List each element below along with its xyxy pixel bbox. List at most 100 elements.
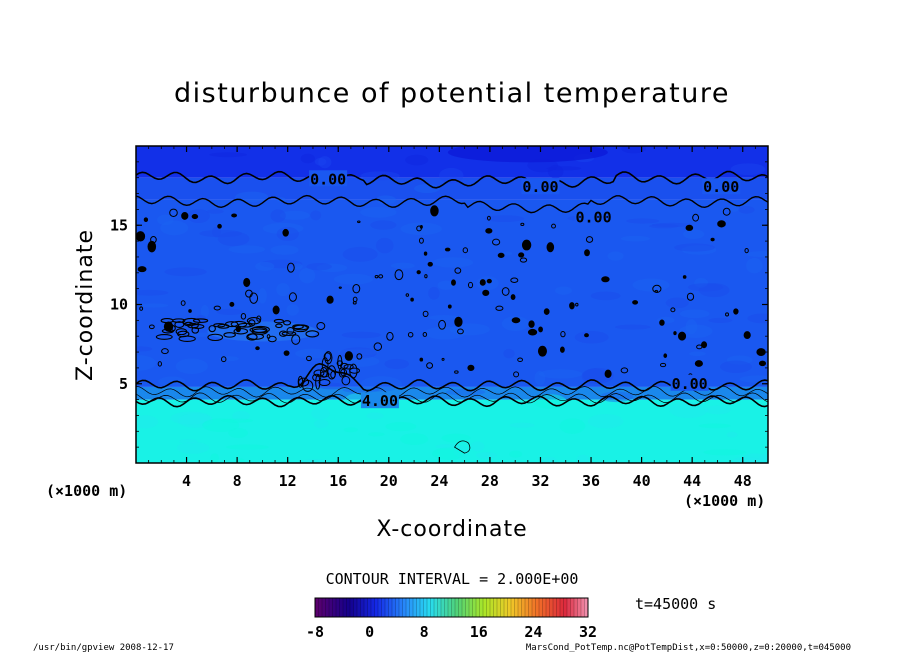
contour-loop	[320, 367, 328, 378]
contour-loop	[543, 308, 550, 315]
colorbar-cell	[500, 598, 505, 617]
contour-loop	[537, 345, 547, 357]
time-label: t=45000 s	[635, 595, 716, 613]
contour-loop	[207, 333, 224, 342]
colorbar-cell	[542, 598, 547, 617]
texture-blob	[447, 146, 608, 163]
colorbar-cell	[423, 598, 428, 617]
texture-blob	[164, 267, 207, 277]
texture-blob	[745, 251, 768, 258]
texture-blob	[209, 152, 247, 158]
contour-loop	[231, 213, 238, 218]
contour-loop	[491, 238, 501, 246]
contour-lines	[136, 170, 768, 454]
texture-blob	[476, 452, 497, 459]
contour-loop	[349, 363, 358, 379]
colorbar-cell	[511, 598, 515, 617]
texture-blob	[187, 209, 210, 223]
texture-blob	[689, 351, 706, 357]
texture-blob	[136, 415, 159, 429]
texture-blob	[276, 282, 290, 297]
texture-blob	[314, 157, 327, 166]
colorbar-cell	[360, 598, 365, 617]
texture-blob	[679, 309, 710, 319]
contour-loop	[137, 266, 147, 273]
contour-loop	[663, 353, 668, 358]
colorbar-tick-label: 32	[579, 623, 597, 641]
texture-blob	[232, 411, 251, 421]
contour-line	[136, 385, 768, 398]
texture-blob	[206, 209, 224, 214]
texture-blob	[620, 235, 650, 242]
contour-loop	[584, 333, 589, 338]
contour-loop	[306, 355, 312, 362]
contour-loop	[224, 321, 239, 328]
contour-loop	[165, 324, 176, 333]
colorbar-cell	[567, 598, 571, 617]
contour-loop	[441, 357, 445, 361]
texture-blob	[615, 324, 651, 330]
texture-blob	[299, 267, 316, 284]
contour-loop	[756, 348, 766, 356]
contour-loop	[486, 215, 491, 221]
contour-loop	[758, 360, 767, 367]
colorbar-cell	[406, 598, 410, 617]
contour-label: 0.00	[703, 178, 739, 196]
contour-loop	[281, 331, 297, 336]
contour-loop	[527, 328, 538, 336]
contour-loop	[287, 262, 295, 273]
contour-loop	[677, 331, 687, 341]
contour-loop	[292, 324, 310, 331]
colorbar-cell	[553, 598, 557, 617]
contour-loop	[266, 334, 271, 339]
contour-loop	[407, 332, 414, 338]
contour-loop	[312, 373, 322, 382]
texture-blob	[665, 297, 689, 309]
texture-blob	[255, 261, 275, 271]
contour-loop	[682, 275, 687, 279]
contour-loop	[344, 351, 354, 361]
texture-blob	[423, 326, 466, 340]
contour-loop	[302, 379, 314, 392]
x-tick-label: 4	[182, 472, 191, 490]
texture-blob	[683, 229, 705, 239]
contour-loop	[191, 326, 200, 334]
texture-blob	[405, 154, 429, 166]
contour-loop	[422, 310, 429, 317]
texture-blob	[293, 263, 303, 270]
texture-blob	[503, 348, 515, 359]
y-tick-label: 15	[110, 216, 128, 234]
texture-blob	[228, 427, 248, 439]
contour-loop	[743, 331, 751, 340]
contour-loop	[275, 323, 283, 329]
texture-blob	[732, 457, 761, 463]
texture-blob	[484, 215, 525, 222]
colorbar-cell	[570, 598, 575, 617]
texture-blob	[341, 331, 382, 339]
colorbar-cell	[346, 598, 351, 617]
colorbar-cell	[469, 598, 473, 617]
contour-loop	[673, 331, 677, 336]
texture-blob	[599, 391, 634, 403]
texture-blob	[217, 231, 250, 247]
contour-loop	[237, 322, 253, 328]
texture-blob	[590, 291, 621, 301]
contour-loop	[230, 320, 248, 328]
colorbar-tick-label: 16	[470, 623, 488, 641]
texture-blob	[439, 167, 464, 184]
y-tick-label: 10	[110, 296, 128, 314]
contour-loop	[150, 236, 157, 244]
contour-loop	[157, 361, 162, 367]
contour-label-bg	[702, 178, 741, 195]
texture-blob	[704, 405, 732, 415]
colorbar-cell	[497, 598, 501, 617]
colorbar-cell	[525, 598, 529, 617]
colorbar-cell	[374, 598, 379, 617]
shading-texture	[136, 146, 768, 463]
contour-loop	[208, 325, 216, 333]
y-tick-label: 5	[119, 375, 128, 393]
contour-loop	[213, 305, 221, 311]
contour-loop	[659, 319, 665, 326]
contour-line	[136, 392, 768, 404]
